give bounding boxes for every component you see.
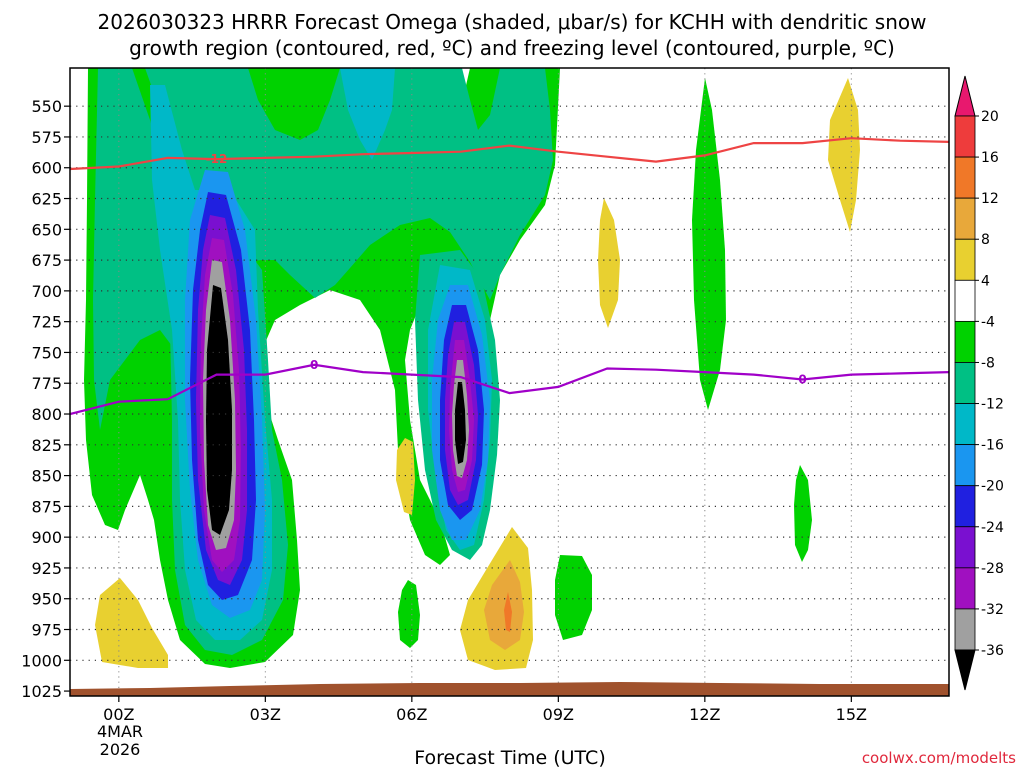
- y-tick-label: 975: [31, 621, 62, 640]
- y-tick-label: 825: [31, 436, 62, 455]
- colorbar-bottom-arrow: [954, 649, 976, 691]
- omega-cell-06z: [398, 580, 420, 648]
- y-tick-label: 575: [31, 128, 62, 147]
- colorbar-tick-label: -36: [981, 643, 1004, 659]
- omega-pos-06z: [396, 438, 415, 515]
- colorbar-tick-label: -24: [981, 520, 1004, 536]
- omega-pos-08z-8: [484, 560, 524, 650]
- chart-title-line-2: growth region (contoured, red, ºC) and f…: [129, 36, 895, 60]
- terrain-surface: [70, 682, 949, 696]
- omega-region-m12: [340, 68, 395, 160]
- dendritic-snow-growth-region-contour: [70, 137, 949, 171]
- colorbar-swatch: [954, 362, 976, 404]
- colorbar-swatch: [954, 567, 976, 610]
- colorbar-swatch: [954, 526, 976, 569]
- colorbar-swatch: [954, 320, 976, 363]
- y-tick-label: 925: [31, 559, 62, 578]
- freezing-level-contour: [70, 363, 949, 416]
- y-tick-label: 625: [31, 190, 62, 209]
- colorbar-tick-label: 8: [981, 232, 990, 248]
- x-tick-label: 00Z: [103, 705, 134, 724]
- y-tick-label: 1000: [21, 651, 62, 670]
- freezing-level-label: 0: [798, 373, 806, 387]
- colorbar-tick-label: -16: [981, 438, 1004, 454]
- colorbar-tick-label: 4: [981, 273, 990, 289]
- y-tick-label: 725: [31, 313, 62, 332]
- y-axis: 550 575 600 625 650 675 700 725 750 775 800 825 850 8…: [21, 97, 70, 701]
- y-tick-label: 750: [31, 343, 62, 362]
- y-tick-label: 550: [31, 97, 62, 116]
- chart-title-line-1: 2026030323 HRRR Forecast Omega (shaded, …: [98, 10, 927, 34]
- colorbar-swatch: [954, 279, 976, 322]
- colorbar-swatch: [954, 238, 976, 281]
- y-tick-label: 775: [31, 374, 62, 393]
- colorbar-tick-label: -20: [981, 479, 1004, 495]
- plot-frame: [69, 67, 950, 697]
- y-tick-label: 950: [31, 590, 62, 609]
- colorbar-tick-label: -4: [981, 314, 995, 330]
- y-tick-label: 1025: [21, 682, 62, 701]
- omega-cell-14z: [794, 465, 812, 562]
- dendritic-snow-growth-region-label: -12: [206, 152, 228, 166]
- colorbar-tick-label: -28: [981, 561, 1004, 577]
- y-tick-label: 600: [31, 159, 62, 178]
- colorbar-tick-label: -8: [981, 355, 995, 371]
- omega-cell-12z: [692, 78, 726, 410]
- colorbar-tick-label: -32: [981, 602, 1004, 618]
- x-tick-label: 06Z: [396, 705, 427, 724]
- omega-region-m8b: [93, 68, 185, 430]
- colorbar-swatch: [954, 485, 976, 528]
- credit-text: coolwx.com/modelts: [862, 749, 1016, 767]
- omega-region-m36: [206, 285, 232, 535]
- contour-lines: -12 0 0: [70, 137, 949, 416]
- omega-cell-09z: [555, 555, 592, 640]
- colorbar-swatch: [954, 403, 976, 446]
- x-tick-label: 09Z: [543, 705, 574, 724]
- y-tick-label: 900: [31, 528, 62, 547]
- date-label-month: 4MAR: [97, 722, 143, 741]
- colorbar: 20 16 12 8 4 -4 -8 -12 -16 -20 -24 -28 -32 -36: [954, 75, 1004, 691]
- plot-area: -12 0 0: [70, 68, 949, 696]
- y-tick-label: 875: [31, 497, 62, 516]
- colorbar-top-arrow: [954, 75, 976, 117]
- x-axis-label: Forecast Time (UTC): [414, 747, 605, 768]
- freezing-level-label: 0: [310, 358, 318, 372]
- colorbar-tick-label: 20: [981, 109, 999, 125]
- y-tick-label: 700: [31, 282, 62, 301]
- omega-pos-15z: [828, 78, 860, 232]
- colorbar-swatch: [954, 115, 976, 158]
- colorbar-swatch: [954, 156, 976, 199]
- colorbar-tick-label: -12: [981, 397, 1004, 413]
- colorbar-tick-label: 12: [981, 191, 999, 207]
- date-label-year: 2026: [100, 740, 141, 759]
- y-tick-label: 650: [31, 220, 62, 239]
- omega-region-m36b: [455, 382, 466, 464]
- y-tick-label: 675: [31, 251, 62, 270]
- colorbar-swatch: [954, 444, 976, 487]
- colorbar-tick-label: 16: [981, 150, 999, 166]
- x-tick-label: 15Z: [836, 705, 867, 724]
- y-tick-label: 850: [31, 467, 62, 486]
- x-tick-label: 12Z: [689, 705, 720, 724]
- omega-pos-08z-12: [504, 592, 512, 632]
- y-tick-label: 800: [31, 405, 62, 424]
- x-axis: 00Z 03Z 06Z 09Z 12Z 15Z: [103, 696, 867, 724]
- omega-pos-00z: [95, 578, 168, 668]
- colorbar-swatch: [954, 608, 976, 651]
- omega-pos-10z: [598, 198, 620, 328]
- colorbar-swatch: [954, 197, 976, 240]
- x-tick-label: 03Z: [250, 705, 281, 724]
